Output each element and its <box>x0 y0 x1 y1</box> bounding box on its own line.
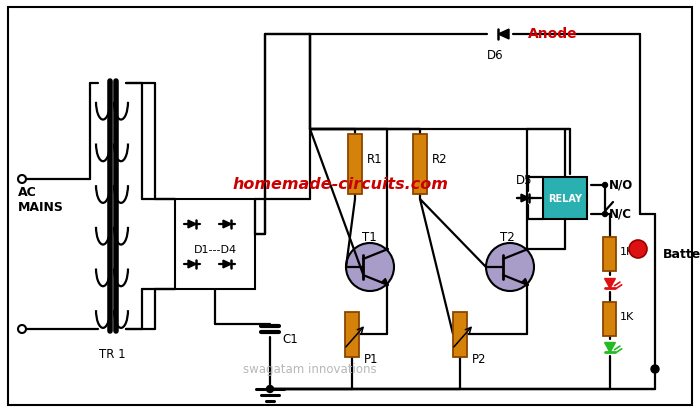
Polygon shape <box>223 261 232 268</box>
Text: RELAY: RELAY <box>548 194 582 204</box>
Text: T2: T2 <box>500 231 514 244</box>
Text: P1: P1 <box>364 353 379 366</box>
Text: T1: T1 <box>362 231 377 244</box>
Polygon shape <box>382 279 388 285</box>
Text: AC
MAINS: AC MAINS <box>18 185 64 214</box>
Circle shape <box>18 176 26 183</box>
Text: R1: R1 <box>367 153 383 166</box>
Circle shape <box>603 212 608 217</box>
Bar <box>543 178 587 219</box>
Text: D5: D5 <box>516 173 532 187</box>
Polygon shape <box>605 279 615 289</box>
Circle shape <box>18 325 26 333</box>
Circle shape <box>651 365 659 373</box>
Polygon shape <box>223 221 232 228</box>
Text: N/C: N/C <box>609 207 632 220</box>
Text: C1: C1 <box>282 333 298 346</box>
Bar <box>603 302 617 336</box>
Polygon shape <box>605 343 615 353</box>
Bar <box>345 312 359 357</box>
Text: D6: D6 <box>486 49 503 62</box>
Text: TR 1: TR 1 <box>99 347 125 360</box>
Circle shape <box>267 386 274 392</box>
Circle shape <box>346 243 394 291</box>
Text: homemade-circuits.com: homemade-circuits.com <box>232 177 448 192</box>
Bar <box>453 312 467 357</box>
Text: swagatam innovations: swagatam innovations <box>243 363 377 375</box>
Text: R2: R2 <box>432 153 447 166</box>
Polygon shape <box>498 30 509 40</box>
Polygon shape <box>522 279 528 285</box>
Bar <box>413 135 427 195</box>
Polygon shape <box>188 261 197 268</box>
Text: Battery: Battery <box>663 248 700 261</box>
Bar <box>348 135 362 195</box>
Circle shape <box>629 240 647 259</box>
Text: P2: P2 <box>472 353 486 366</box>
Text: 1K: 1K <box>620 247 634 256</box>
Bar <box>603 237 617 271</box>
Text: N/O: N/O <box>609 178 634 191</box>
Circle shape <box>486 243 534 291</box>
Text: D1---D4: D1---D4 <box>193 244 237 254</box>
Polygon shape <box>521 195 529 202</box>
Bar <box>175 199 255 289</box>
Circle shape <box>603 183 608 188</box>
Text: Anode: Anode <box>528 27 577 41</box>
Polygon shape <box>188 221 197 228</box>
Text: 1K: 1K <box>620 311 634 321</box>
